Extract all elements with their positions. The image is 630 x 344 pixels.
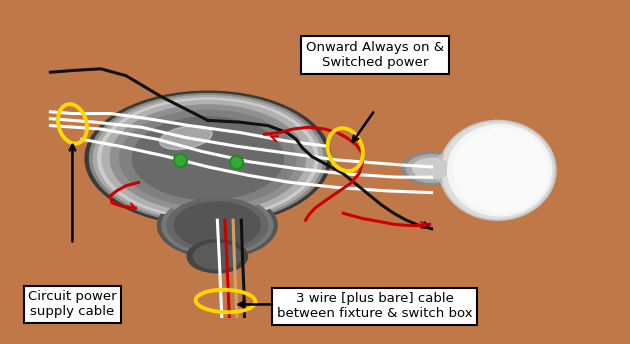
Circle shape	[120, 110, 296, 206]
Circle shape	[93, 96, 323, 221]
Circle shape	[193, 243, 241, 269]
Circle shape	[187, 240, 248, 273]
Circle shape	[102, 100, 314, 216]
Ellipse shape	[454, 128, 548, 213]
Circle shape	[98, 98, 318, 218]
Circle shape	[158, 193, 277, 258]
Circle shape	[110, 105, 306, 212]
Circle shape	[85, 91, 331, 225]
Circle shape	[413, 158, 450, 179]
Text: Onward Always on &
Switched power: Onward Always on & Switched power	[306, 41, 444, 69]
Text: Circuit power
supply cable: Circuit power supply cable	[28, 290, 117, 319]
Ellipse shape	[447, 125, 552, 216]
Circle shape	[406, 155, 457, 182]
Circle shape	[89, 94, 326, 223]
Ellipse shape	[442, 122, 554, 218]
Circle shape	[162, 195, 273, 256]
Ellipse shape	[440, 120, 556, 220]
Circle shape	[132, 117, 284, 200]
Ellipse shape	[159, 126, 212, 149]
Circle shape	[167, 198, 268, 253]
Circle shape	[401, 152, 462, 185]
Text: 3 wire [plus bare] cable
between fixture & switch box: 3 wire [plus bare] cable between fixture…	[277, 292, 472, 320]
Circle shape	[175, 202, 260, 249]
